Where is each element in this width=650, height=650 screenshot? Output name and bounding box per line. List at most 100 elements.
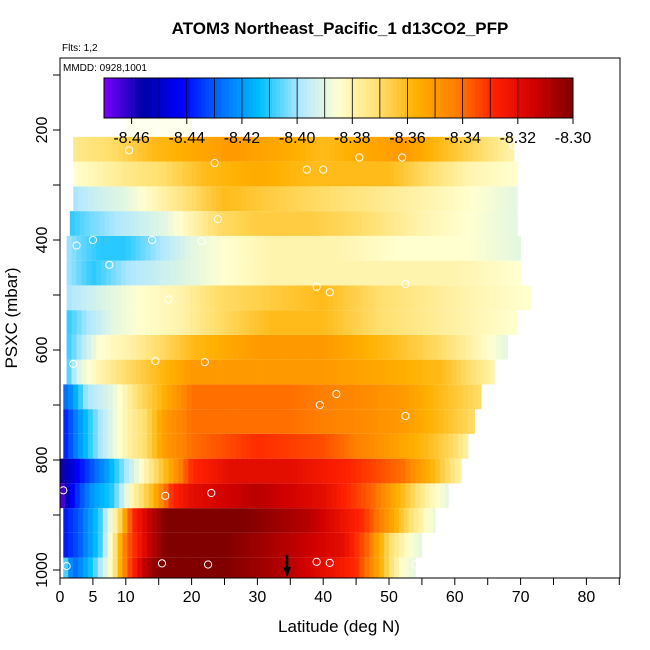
heatmap-cell	[370, 458, 377, 484]
heatmap-cell	[481, 310, 487, 335]
heatmap-cell	[73, 186, 79, 212]
heatmap-cell	[201, 409, 207, 434]
heatmap-cell	[229, 334, 235, 360]
heatmap-cell	[180, 260, 186, 286]
heatmap-cell	[344, 186, 350, 212]
heatmap-cell	[448, 161, 454, 187]
heatmap-cell	[364, 384, 370, 410]
heatmap-cell	[107, 433, 114, 459]
colorbar-cell	[451, 78, 457, 118]
heatmap-cell	[319, 508, 326, 533]
colorbar-cell	[436, 78, 441, 118]
heatmap-cell	[142, 136, 148, 162]
heatmap-cell	[226, 433, 232, 459]
heatmap-cell	[463, 136, 469, 162]
heatmap-cell	[240, 433, 247, 459]
heatmap-cell	[463, 186, 469, 212]
heatmap-cell	[352, 260, 359, 286]
heatmap-cell	[369, 136, 375, 162]
heatmap-cell	[392, 285, 398, 311]
heatmap-cell	[171, 508, 178, 533]
heatmap-cell	[486, 359, 492, 385]
heatmap-cell	[500, 310, 507, 335]
heatmap-cell	[283, 334, 290, 360]
heatmap-cell	[221, 532, 227, 558]
heatmap-cell	[298, 260, 304, 286]
heatmap-cell	[263, 260, 270, 286]
heatmap-cell	[186, 508, 192, 533]
heatmap-cell	[303, 310, 309, 335]
heatmap-cell	[346, 483, 352, 509]
heatmap-cell	[188, 458, 194, 484]
heatmap-cell	[428, 136, 434, 162]
heatmap-cell	[145, 334, 151, 360]
heatmap-cell	[408, 508, 415, 533]
heatmap-cell	[278, 359, 285, 385]
heatmap-cell	[132, 532, 138, 558]
heatmap-cell	[186, 409, 192, 434]
heatmap-cell	[342, 235, 349, 261]
heatmap-cell	[451, 235, 457, 261]
heatmap-cell	[431, 235, 438, 261]
heatmap-cell	[86, 235, 92, 261]
heatmap-cell	[300, 557, 306, 579]
heatmap-cell	[127, 186, 133, 212]
heatmap-cell	[428, 186, 434, 212]
heatmap-cell	[397, 260, 403, 286]
colorbar-tick-label: -8.30	[555, 130, 592, 147]
heatmap-cell	[356, 458, 362, 484]
heatmap-cell	[395, 458, 401, 484]
heatmap-cell	[153, 211, 160, 236]
heatmap-cell	[135, 334, 142, 360]
colorbar-cell	[408, 78, 414, 118]
heatmap-cell	[382, 235, 388, 261]
heatmap-cell	[293, 334, 299, 360]
heatmap-cell	[451, 359, 457, 385]
heatmap-cell	[143, 458, 150, 484]
heatmap-cell	[341, 211, 347, 236]
heatmap-cell	[408, 384, 415, 410]
heatmap-cell	[219, 359, 225, 385]
sample-point	[200, 358, 209, 367]
heatmap-cell	[413, 532, 420, 558]
heatmap-cell	[463, 433, 469, 459]
heatmap-cell	[510, 310, 517, 335]
heatmap-cell	[78, 161, 84, 187]
heatmap-cell	[287, 483, 293, 509]
heatmap-row	[69, 211, 518, 236]
heatmap-cell	[236, 161, 242, 187]
heatmap-cell	[224, 310, 230, 335]
heatmap-cell	[367, 285, 373, 311]
sample-point	[157, 559, 167, 568]
heatmap-cell	[224, 285, 230, 311]
colorbar-cell	[522, 78, 527, 118]
heatmap-cell	[181, 136, 188, 162]
heatmap-cell	[119, 483, 125, 509]
heatmap-cell	[196, 161, 202, 187]
heatmap-cell	[222, 458, 229, 484]
heatmap-cell	[147, 186, 153, 212]
heatmap-cell	[86, 334, 92, 360]
heatmap-cell	[413, 409, 420, 434]
heatmap-cell	[76, 334, 82, 360]
heatmap-cell	[418, 409, 424, 434]
heatmap-cell	[300, 508, 306, 533]
heatmap-cell	[308, 285, 314, 311]
heatmap-cell	[415, 458, 421, 484]
heatmap-cell	[438, 409, 444, 434]
heatmap-cell	[444, 483, 449, 509]
heatmap-cell	[137, 532, 143, 558]
heatmap-cell	[467, 161, 474, 187]
colorbar-frame	[103, 77, 574, 119]
heatmap-cell	[147, 433, 153, 459]
heatmap-cell	[152, 186, 158, 212]
heatmap-cell	[250, 532, 257, 558]
heatmap-cell	[91, 260, 97, 286]
heatmap-cell	[408, 136, 415, 162]
heatmap-cell	[316, 211, 322, 236]
heatmap-cell	[112, 161, 118, 187]
heatmap-cell	[112, 409, 118, 434]
heatmap-cell	[66, 310, 72, 335]
heatmap-cell	[298, 285, 304, 311]
heatmap-cell	[191, 557, 197, 579]
